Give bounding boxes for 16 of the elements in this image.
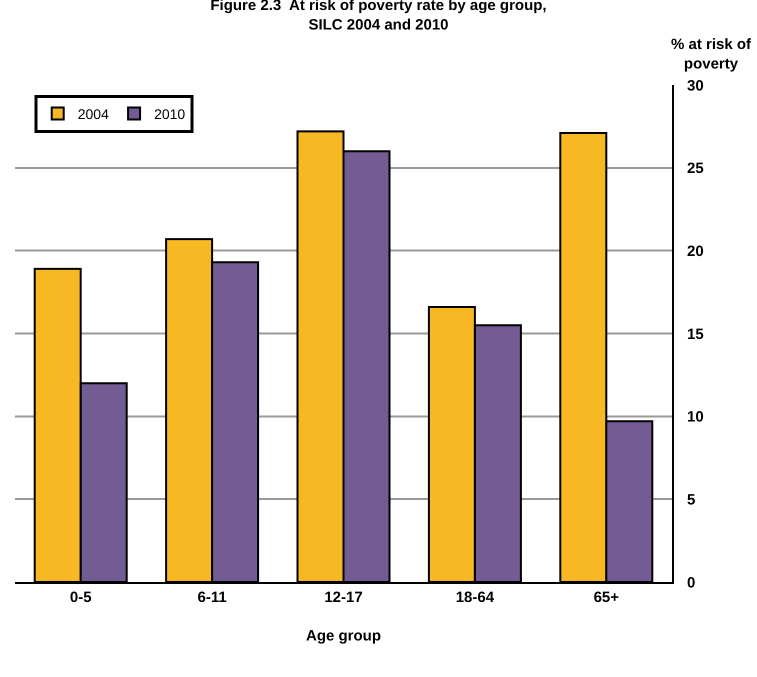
- y-tick-label: 5: [687, 491, 696, 508]
- y-tick-label: 0: [687, 574, 696, 592]
- x-axis-title: Age group: [306, 628, 381, 644]
- x-tick-label: 0-5: [70, 589, 92, 606]
- y-tick-label: 25: [687, 160, 704, 178]
- x-tick-label: 6-11: [198, 589, 227, 606]
- legend-label: 2004: [78, 106, 110, 122]
- y-tick-label: 20: [687, 242, 704, 260]
- x-tick-label: 18-64: [456, 589, 495, 606]
- legend-label: 2010: [154, 106, 186, 122]
- y-tick-label: 15: [687, 326, 704, 343]
- y-tick-label: 10: [687, 408, 704, 426]
- x-tick-label: 65+: [594, 589, 620, 606]
- y-axis-title: % at risk of poverty: [671, 36, 752, 72]
- y-tick-label: 30: [687, 77, 704, 94]
- x-tick-label: 12-17: [324, 589, 363, 606]
